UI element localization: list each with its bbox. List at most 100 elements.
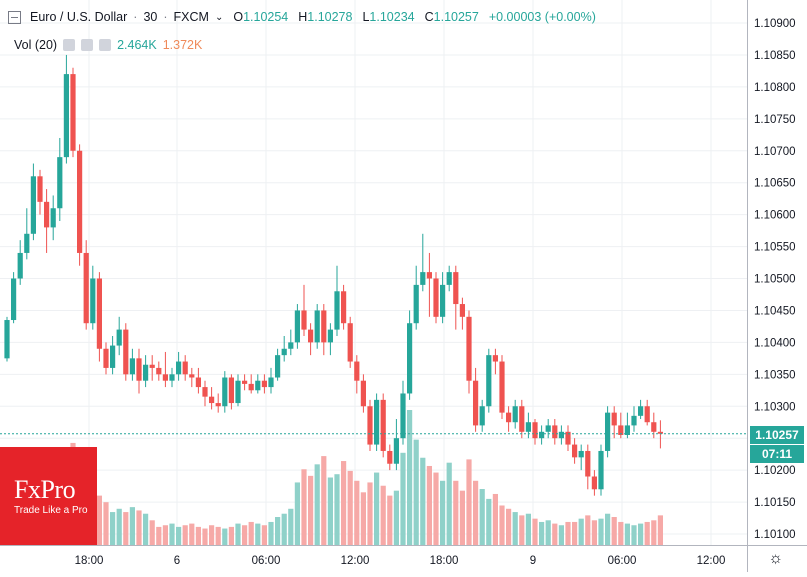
candle-body — [440, 284, 446, 317]
candle-body — [129, 358, 135, 375]
eye-icon[interactable] — [63, 39, 76, 51]
logo-tagline: Trade Like a Pro — [14, 505, 88, 516]
y-tick-label: 1.10750 — [754, 114, 796, 126]
candle-body — [624, 425, 630, 435]
volume-label[interactable]: Vol (20) — [14, 38, 58, 52]
volume-bar — [598, 518, 604, 545]
volume-bar — [341, 461, 347, 545]
candle-body — [585, 450, 591, 477]
last-price-tag: 1.10257 — [750, 426, 804, 444]
candle-body — [380, 399, 386, 451]
candle-body — [433, 278, 439, 317]
interval-label[interactable]: 30 — [143, 10, 158, 24]
volume-bar — [420, 457, 426, 545]
volume-bar — [486, 498, 492, 545]
volume-bar — [433, 472, 439, 545]
symbol-name[interactable]: Euro / U.S. Dollar — [30, 10, 128, 24]
candle-body — [261, 380, 267, 388]
change-value: +0.00003 (+0.00%) — [488, 10, 596, 24]
volume-bar — [611, 517, 617, 545]
close-icon[interactable] — [99, 39, 112, 51]
volume-bar — [334, 474, 340, 545]
candle-body — [24, 233, 30, 253]
candle-body — [532, 422, 538, 439]
y-tick-label: 1.10400 — [754, 337, 796, 349]
high-value: H1.10278 — [298, 10, 353, 24]
candle-body — [209, 396, 215, 404]
volume-bar — [558, 525, 564, 545]
source-label[interactable]: FXCM — [173, 10, 209, 24]
candle-body — [11, 278, 17, 321]
candle-body — [77, 150, 83, 253]
candle-body — [367, 406, 373, 445]
settings-icon[interactable] — [81, 39, 94, 51]
y-tick-label: 1.10500 — [754, 274, 796, 286]
volume-bar — [96, 495, 102, 545]
volume-bar — [110, 512, 116, 545]
candle-body — [281, 348, 287, 356]
volume-bar — [169, 523, 175, 545]
candle-body — [525, 422, 531, 432]
volume-bar — [565, 521, 571, 545]
candle-body — [539, 431, 545, 439]
volume-bar — [393, 490, 399, 545]
close-value: C1.10257 — [424, 10, 479, 24]
volume-bar — [222, 528, 228, 545]
y-tick-label: 1.10900 — [754, 18, 796, 30]
candle-body — [360, 380, 366, 407]
candle-body — [552, 425, 558, 439]
volume-bar — [149, 520, 155, 545]
candle-body — [308, 329, 314, 343]
gear-icon[interactable]: ☼ — [768, 550, 783, 567]
countdown-value: 07:11 — [761, 447, 793, 461]
volume-bar — [552, 523, 558, 545]
volume-bar — [624, 523, 630, 545]
chevron-down-icon[interactable]: ⌄ — [214, 11, 224, 23]
candle-body — [578, 450, 584, 458]
candle-body — [591, 476, 597, 490]
candle-body — [473, 380, 479, 426]
candle-body — [103, 348, 109, 368]
candle-body — [558, 431, 564, 439]
candle-body — [572, 444, 578, 458]
candle-body — [268, 377, 274, 388]
volume-bar — [453, 480, 459, 545]
volume-bar — [156, 526, 162, 545]
candle-body — [644, 406, 650, 423]
candle-body — [486, 355, 492, 407]
x-tick-label: 9 — [530, 555, 536, 567]
candle-body — [598, 450, 604, 490]
volume-bar — [288, 508, 294, 545]
y-tick-label: 1.10550 — [754, 242, 796, 254]
volume-bar — [585, 515, 591, 545]
volume-bar — [459, 490, 465, 545]
volume-bar — [506, 508, 512, 545]
volume-bar — [103, 502, 109, 545]
candle-body — [407, 323, 413, 394]
volume-bar — [301, 469, 307, 545]
volume-bar — [367, 482, 373, 545]
candle-body — [387, 450, 393, 464]
candle-body — [215, 403, 221, 407]
volume-bar — [407, 410, 413, 545]
logo-brand: FxPro — [14, 475, 76, 504]
candle-body — [156, 367, 162, 375]
volume-bar — [631, 525, 637, 545]
candle-body — [123, 329, 129, 375]
volume-bar — [492, 493, 498, 545]
candle-body — [294, 310, 300, 343]
volume-bar — [499, 505, 505, 545]
candle-body — [169, 374, 175, 381]
candle-body — [275, 355, 281, 378]
candle-body — [565, 431, 571, 445]
volume-bar — [116, 508, 122, 545]
fxpro-logo: FxPro Trade Like a Pro — [0, 447, 97, 545]
volume-bar — [387, 495, 393, 545]
volume-bar — [182, 525, 188, 545]
collapse-icon[interactable] — [8, 10, 21, 24]
candle-body — [50, 208, 56, 228]
candle-body — [242, 380, 248, 384]
candle-body — [354, 361, 360, 381]
